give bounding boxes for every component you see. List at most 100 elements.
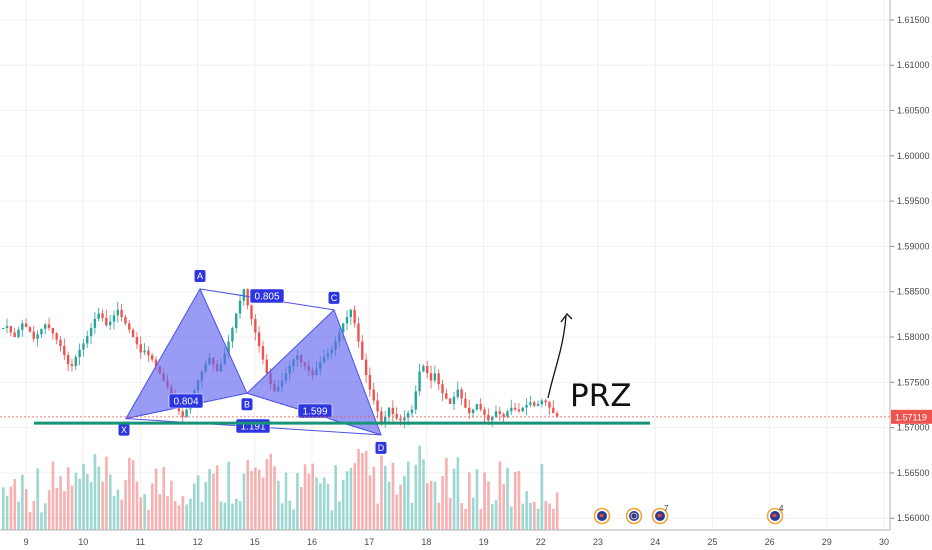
candle-body <box>238 300 242 314</box>
volume-bar <box>410 502 414 530</box>
ratio-label-xd: 1.191 <box>240 422 265 433</box>
candle-body <box>112 315 116 322</box>
candle-body <box>105 318 108 326</box>
candle-body <box>235 313 238 328</box>
volume-bar <box>147 509 150 530</box>
volume-bar <box>387 481 391 530</box>
x-tick-label: 15 <box>250 537 260 547</box>
volume-bar <box>548 503 551 530</box>
y-tick-label: 1.60000 <box>897 151 930 161</box>
x-tick-label: 10 <box>78 537 88 547</box>
candle-body <box>460 389 463 399</box>
volume-bar <box>532 501 536 530</box>
volume-bar <box>364 450 368 530</box>
ratio-badge <box>249 288 285 304</box>
candle-body <box>55 333 58 340</box>
harmonic-pattern[interactable]: X A B C D 0.805 0.804 1.599 1.191 <box>118 270 387 454</box>
candle-body <box>403 417 406 421</box>
volume-bar <box>429 480 433 530</box>
pattern-point-badge[interactable] <box>375 441 387 454</box>
volume-bar <box>414 464 418 530</box>
volume-bar <box>28 511 32 530</box>
ratio-badge <box>168 393 204 409</box>
volume-bar <box>120 499 124 530</box>
volume-bar <box>475 469 479 530</box>
volume-bar <box>108 474 112 530</box>
volume-bar <box>513 471 517 530</box>
flag-icon[interactable]: 7 <box>651 504 670 525</box>
pattern-point-label: D <box>378 443 385 453</box>
volume-bar <box>498 461 502 530</box>
candle-body <box>181 411 184 417</box>
volume-bar <box>66 467 70 530</box>
volume-bar <box>422 459 425 530</box>
flag-icon[interactable]: 4 <box>766 504 785 525</box>
candle-body <box>349 309 353 318</box>
volume-bar <box>319 483 322 530</box>
volume-bar <box>97 466 101 530</box>
x-tick-label: 17 <box>364 537 374 547</box>
candle-body <box>120 309 123 318</box>
volume-bar <box>204 481 208 530</box>
y-tick-label: 1.56500 <box>897 468 930 478</box>
volume-bar <box>506 467 509 530</box>
candle-body <box>9 326 13 333</box>
candle-body <box>437 373 440 385</box>
y-tick-label: 1.58500 <box>897 287 930 297</box>
candle-body <box>372 389 375 401</box>
x-tick-label: 19 <box>479 537 489 547</box>
volume-bar <box>63 491 66 530</box>
flag-icon[interactable] <box>593 507 611 525</box>
candle-body <box>254 318 257 333</box>
candle-body <box>28 327 32 332</box>
volume-bar <box>502 484 506 530</box>
volume-bar <box>40 512 43 530</box>
volume-bar <box>395 494 399 530</box>
candle-body <box>410 409 414 414</box>
candlestick-series <box>2 288 559 429</box>
volume-bar <box>269 453 272 530</box>
volume-bar <box>471 497 475 530</box>
y-tick-label: 1.59500 <box>897 196 930 206</box>
y-tick-label: 1.57500 <box>897 377 930 387</box>
candle-body <box>517 409 521 412</box>
volume-bar <box>5 495 9 530</box>
volume-bar <box>510 506 513 530</box>
drawn-arrow[interactable] <box>547 313 573 399</box>
x-tick-label: 26 <box>765 537 775 547</box>
candle-body <box>261 346 265 360</box>
volume-bar <box>280 503 284 530</box>
volume-bar <box>418 445 421 530</box>
volume-bar <box>162 467 166 530</box>
candle-body <box>544 400 547 403</box>
pattern-point-badge[interactable] <box>328 291 340 304</box>
volume-bar <box>399 484 402 530</box>
candle-body <box>63 346 66 356</box>
candle-body <box>456 389 459 397</box>
candle-body <box>445 393 448 399</box>
volume-bar <box>181 495 185 530</box>
candle-body <box>154 359 158 367</box>
candle-body <box>13 332 16 338</box>
candle-body <box>555 413 559 417</box>
svg-text:1.57119: 1.57119 <box>895 412 927 422</box>
pattern-point-badge[interactable] <box>194 270 206 283</box>
volume-bar <box>540 463 544 530</box>
candle-body <box>24 323 28 328</box>
candle-body <box>536 404 540 406</box>
candle-body <box>97 313 100 319</box>
ratio-badge <box>297 403 333 419</box>
pattern-point-badge[interactable] <box>241 398 253 411</box>
y-tick-label: 1.57000 <box>897 423 930 433</box>
volume-bar <box>464 508 467 530</box>
volume-bar <box>315 477 318 530</box>
pattern-point-badge[interactable] <box>118 423 130 436</box>
globe-icon[interactable] <box>625 507 643 525</box>
volume-bar <box>86 473 89 530</box>
volume-bar <box>403 475 406 530</box>
volume-bar <box>212 473 215 530</box>
candle-body <box>364 359 368 376</box>
candle-body <box>36 334 39 339</box>
